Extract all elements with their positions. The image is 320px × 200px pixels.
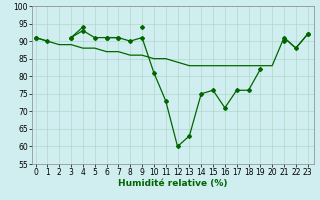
X-axis label: Humidité relative (%): Humidité relative (%)	[118, 179, 228, 188]
